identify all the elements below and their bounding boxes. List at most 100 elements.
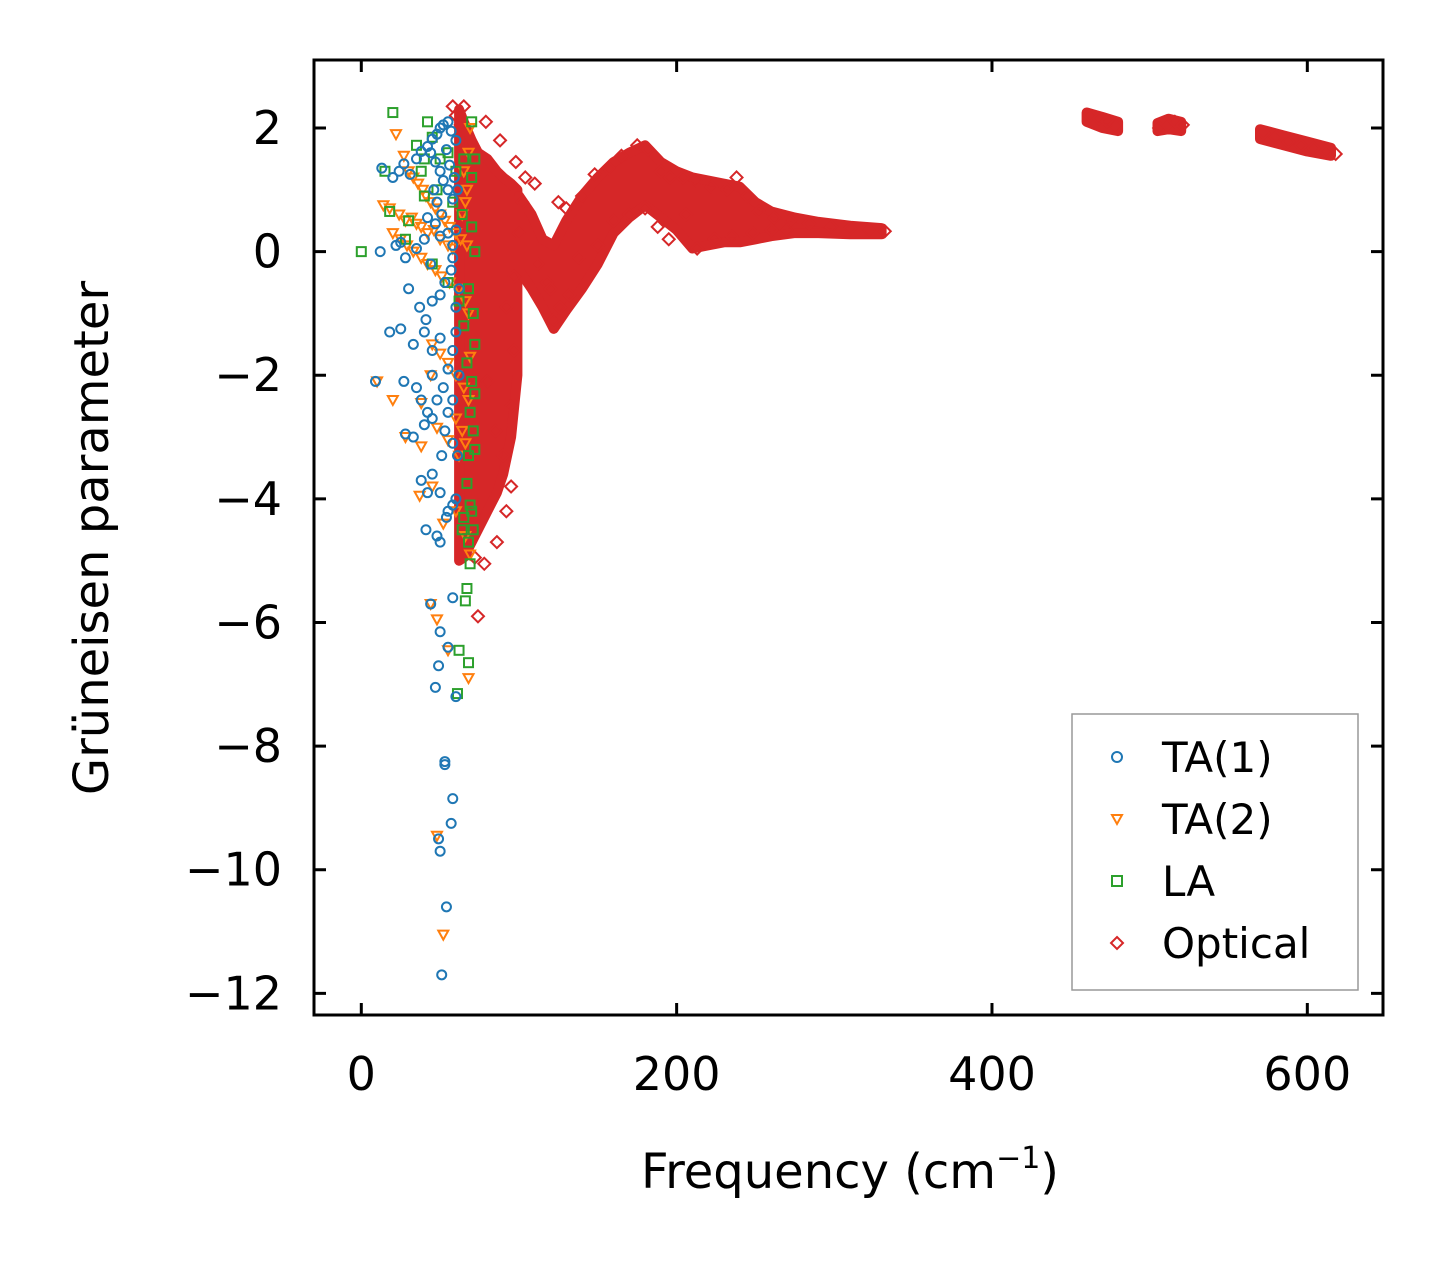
data-point bbox=[458, 153, 470, 165]
data-point bbox=[453, 283, 465, 295]
data-point bbox=[527, 176, 543, 192]
data-point bbox=[675, 170, 691, 185]
x-axis-label-sup: −1 bbox=[996, 1141, 1040, 1176]
data-point bbox=[451, 184, 463, 196]
data-point bbox=[389, 129, 403, 142]
data-point bbox=[464, 406, 476, 418]
data-point bbox=[384, 205, 396, 217]
data-point bbox=[539, 275, 555, 290]
data-point bbox=[503, 398, 519, 414]
data-point bbox=[457, 382, 471, 395]
data-point bbox=[453, 369, 465, 381]
data-point bbox=[456, 209, 468, 221]
data-point bbox=[629, 137, 645, 153]
data-point bbox=[719, 182, 735, 198]
data-point bbox=[434, 332, 446, 344]
data-point bbox=[650, 219, 666, 235]
legend-label-optical: Optical bbox=[1162, 919, 1310, 968]
data-point bbox=[1099, 114, 1115, 130]
data-point bbox=[1255, 125, 1271, 141]
data-point bbox=[387, 171, 399, 183]
data-point bbox=[441, 435, 455, 448]
data-point bbox=[463, 657, 475, 669]
data-point bbox=[414, 441, 428, 454]
data-point bbox=[398, 158, 410, 170]
data-point bbox=[447, 592, 459, 604]
data-point bbox=[431, 530, 443, 542]
data-point bbox=[420, 314, 432, 326]
data-point bbox=[480, 374, 495, 389]
data-point bbox=[398, 375, 410, 387]
data-point bbox=[466, 116, 478, 128]
data-point bbox=[467, 425, 479, 437]
y-tick-label: −8 bbox=[214, 719, 282, 773]
data-point bbox=[426, 369, 438, 381]
data-point bbox=[460, 184, 474, 197]
data-point bbox=[420, 524, 432, 536]
data-point bbox=[397, 150, 411, 163]
data-point bbox=[392, 209, 406, 222]
data-point bbox=[447, 252, 459, 264]
data-point bbox=[614, 148, 629, 164]
data-point bbox=[433, 660, 445, 672]
data-point bbox=[640, 142, 656, 158]
data-point bbox=[470, 608, 486, 624]
legend-label-ta2: TA(2) bbox=[1161, 795, 1273, 844]
data-point bbox=[435, 271, 449, 284]
data-point bbox=[707, 231, 722, 247]
data-point bbox=[461, 147, 476, 160]
data-point bbox=[463, 536, 475, 548]
data-point bbox=[466, 221, 478, 233]
data-point bbox=[374, 246, 386, 258]
data-point bbox=[450, 224, 462, 236]
data-point bbox=[440, 901, 452, 913]
data-point bbox=[861, 222, 877, 238]
data-point bbox=[492, 132, 508, 148]
data-point bbox=[422, 141, 434, 153]
data-point bbox=[407, 338, 419, 350]
data-point bbox=[517, 170, 533, 185]
data-point bbox=[498, 503, 514, 519]
data-point bbox=[418, 233, 430, 245]
data-point bbox=[463, 549, 477, 562]
data-point bbox=[1306, 140, 1322, 156]
data-point bbox=[478, 114, 494, 130]
data-point bbox=[428, 184, 440, 196]
data-point bbox=[455, 425, 469, 438]
data-point bbox=[1107, 117, 1123, 133]
series-optical bbox=[445, 98, 1344, 624]
data-point bbox=[469, 246, 481, 258]
data-point bbox=[442, 641, 454, 653]
data-point bbox=[460, 240, 474, 253]
data-point bbox=[442, 363, 454, 375]
data-point bbox=[387, 107, 399, 119]
data-point bbox=[426, 468, 438, 480]
data-point bbox=[653, 163, 669, 179]
data-point bbox=[395, 323, 407, 335]
data-point bbox=[461, 394, 476, 408]
data-point bbox=[434, 845, 446, 857]
data-point bbox=[450, 691, 462, 703]
data-point bbox=[601, 160, 617, 176]
data-point bbox=[436, 969, 448, 981]
data-point bbox=[740, 188, 756, 204]
data-point bbox=[434, 536, 446, 548]
data-point bbox=[427, 224, 441, 238]
data-point bbox=[571, 250, 587, 266]
data-point bbox=[434, 289, 446, 301]
plot-frame bbox=[312, 58, 1385, 1017]
data-point bbox=[379, 165, 391, 177]
data-point bbox=[461, 477, 473, 489]
data-point bbox=[404, 168, 416, 180]
data-point bbox=[416, 184, 430, 197]
data-point bbox=[369, 375, 381, 387]
data-point bbox=[590, 238, 606, 253]
data-point bbox=[437, 382, 449, 394]
data-point bbox=[459, 595, 471, 607]
data-point bbox=[439, 425, 451, 437]
data-point bbox=[418, 419, 430, 431]
data-point bbox=[447, 394, 459, 406]
data-point bbox=[511, 225, 527, 241]
data-point bbox=[441, 240, 455, 253]
